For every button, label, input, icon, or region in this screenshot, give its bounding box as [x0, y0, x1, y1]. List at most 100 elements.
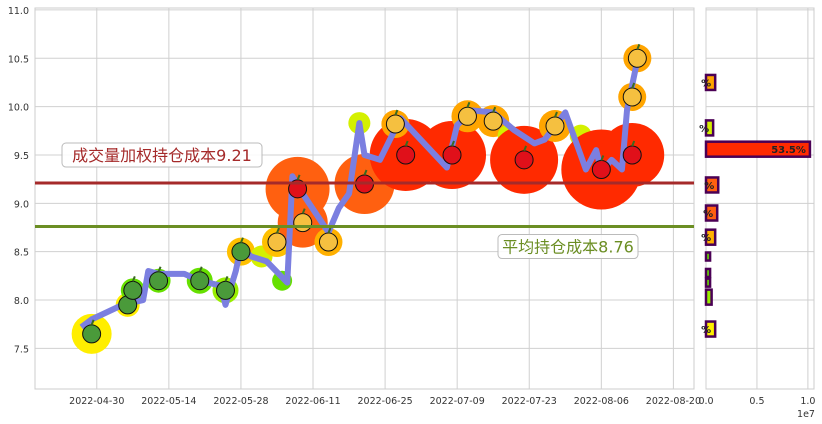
fruit-stem	[451, 140, 455, 147]
fruit-body	[483, 111, 503, 131]
y-tick-label: 11.0	[8, 6, 29, 17]
volume-bar	[704, 140, 812, 158]
fruit-icon	[545, 111, 565, 136]
fruit-body	[231, 242, 251, 262]
volume-bar	[704, 228, 717, 246]
y-tick-label: 9.5	[14, 151, 29, 162]
volume-bar	[704, 119, 715, 137]
volume-bar-label: %	[703, 209, 713, 220]
fruit-stem	[296, 174, 301, 181]
y-tick-label: 9.0	[14, 199, 29, 210]
fruit-icon	[514, 145, 534, 170]
fruit-stem	[523, 145, 528, 152]
bar-x-offset-label: 1e7	[797, 409, 815, 420]
volume-bar	[704, 251, 712, 262]
fruit-icon	[457, 101, 477, 126]
fruit-body	[514, 150, 534, 170]
cost-label-box	[61, 142, 263, 168]
x-tick-label: 2022-05-28	[213, 396, 268, 407]
fruit-icon	[149, 266, 169, 291]
volume-bar-label: %	[704, 181, 714, 192]
fruit-icon	[123, 275, 143, 300]
fruit-stem	[90, 319, 95, 326]
fruit-stem	[301, 208, 306, 215]
fruit-body	[591, 159, 611, 179]
y-tick-label: 8.0	[14, 296, 29, 307]
fruit-icon	[385, 109, 405, 134]
fruit-icon	[215, 275, 235, 300]
fruit-stem	[404, 140, 409, 147]
fruit-body	[293, 213, 313, 233]
fruit-body	[622, 145, 642, 165]
volume-bar-label: 53.5%	[771, 145, 806, 156]
fruit-stem	[131, 275, 136, 282]
fruit-body	[622, 87, 642, 107]
fruit-icon	[190, 266, 210, 291]
fruit-body	[396, 145, 416, 165]
fruit-body	[215, 280, 235, 300]
y-tick-label: 10.0	[8, 103, 29, 114]
fruit-stem	[327, 227, 332, 234]
y-tick-label: 10.5	[8, 54, 29, 65]
y-tick-label: 7.5	[14, 344, 29, 355]
fruit-body	[149, 271, 169, 291]
y-tick-label: 8.5	[14, 248, 29, 259]
fruit-stem	[198, 266, 203, 273]
fruit-stem	[492, 106, 497, 113]
fruit-body	[267, 232, 287, 252]
fruit-stem	[466, 101, 471, 108]
x-tick-label: 2022-07-23	[502, 396, 557, 407]
volume-bar	[704, 204, 719, 222]
volume-bar-label: %	[701, 78, 711, 89]
fruit-body	[545, 116, 565, 136]
volume-bar	[704, 320, 717, 338]
fruit-icon	[591, 155, 611, 179]
fruit-icon	[396, 140, 416, 165]
fruit-body	[318, 232, 338, 252]
fruit-icon	[318, 227, 338, 252]
fruit-body	[123, 280, 143, 300]
volume-bar	[704, 73, 717, 92]
fruit-body	[442, 145, 462, 165]
volume-bar	[704, 267, 712, 279]
fruit-body	[627, 48, 647, 68]
fruit-stem	[631, 140, 636, 147]
fruit-body	[82, 324, 102, 344]
x-tick-label: 2022-08-06	[574, 396, 629, 407]
x-tick-label: 2022-06-25	[357, 396, 412, 407]
volume-bar	[704, 288, 713, 306]
fruit-icon	[442, 140, 462, 165]
volume-bar-label: %	[699, 124, 709, 135]
fruit-stem	[157, 266, 162, 273]
fruit-body	[190, 271, 210, 291]
bar-x-tick-label: 0.0	[698, 396, 713, 407]
fruit-stem	[600, 155, 605, 161]
fruit-icon	[82, 319, 102, 344]
fruit-stem	[554, 111, 558, 118]
fruit-body	[385, 114, 405, 134]
fruit-icon	[483, 106, 503, 131]
x-tick-label: 2022-06-11	[285, 396, 340, 407]
cost-label-box	[497, 234, 639, 260]
cost-label: 平均持仓成本8.76	[502, 238, 634, 257]
fruit-stem	[240, 237, 244, 244]
volume-bar-label: %	[701, 233, 711, 244]
bar-panel	[705, 7, 815, 390]
x-tick-label: 2022-07-09	[430, 396, 485, 407]
x-tick-label: 2022-08-20	[646, 396, 701, 407]
fruit-icon	[231, 237, 251, 262]
bar-x-tick-label: 1.0	[800, 396, 815, 407]
price-line	[79, 59, 641, 330]
fruit-icon	[622, 140, 642, 165]
fruit-body	[457, 106, 477, 126]
fruit-icon	[622, 82, 642, 107]
volume-bar	[704, 277, 712, 288]
x-tick-label: 2022-04-30	[69, 396, 124, 407]
fruit-stem	[363, 169, 368, 176]
bar-x-tick-label: 0.5	[749, 396, 764, 407]
x-tick-label: 2022-05-14	[141, 396, 196, 407]
fruit-stem	[276, 227, 280, 234]
cost-label: 成交量加权持仓成本9.21	[72, 146, 252, 165]
fruit-stem	[224, 275, 229, 282]
